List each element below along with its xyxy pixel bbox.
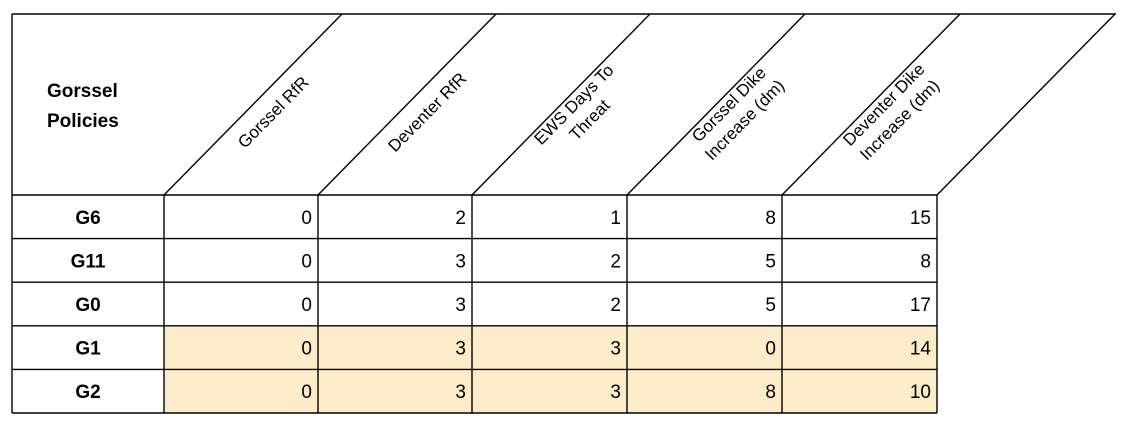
- table-cell: 10: [910, 382, 931, 403]
- table-cell: 1: [610, 208, 621, 229]
- corner-label-line-2: Policies: [47, 111, 119, 132]
- table-cell: 0: [765, 339, 776, 360]
- table-cell: 5: [765, 251, 776, 272]
- table-cell: 2: [610, 251, 621, 272]
- table-cell: 0: [301, 382, 312, 403]
- corner-header: Gorssel Policies: [47, 81, 119, 132]
- table-cell: 0: [301, 295, 312, 316]
- header-slant-line: [163, 13, 343, 196]
- table-cell: 3: [610, 382, 621, 403]
- table-cell: 3: [455, 295, 466, 316]
- table-row: G6 0 2 1 8 15: [75, 208, 931, 229]
- table-cell: 3: [455, 339, 466, 360]
- table-body: G6 0 2 1 8 15 G11 0 3 2 5 8 G0 0 3 2 5 17 G1 0 3 3 0 14 G2 0 3 3 8 10: [71, 208, 932, 403]
- table-cell: 3: [455, 251, 466, 272]
- column-header-2: Deventer RfR: [384, 69, 470, 156]
- table-cell: 8: [920, 251, 931, 272]
- header-slant-line: [626, 13, 806, 196]
- row-label: G2: [75, 382, 100, 403]
- table-cell: 8: [765, 208, 776, 229]
- table-cell: 2: [455, 208, 466, 229]
- row-label: G0: [75, 295, 100, 316]
- highlight-fills: [164, 325, 937, 413]
- header-slant-line: [471, 13, 651, 196]
- table-cell: 8: [765, 382, 776, 403]
- row-label: G11: [71, 251, 106, 272]
- table-row: G1 0 3 3 0 14: [75, 339, 931, 360]
- table-cell: 3: [455, 382, 466, 403]
- table-cell: 0: [301, 339, 312, 360]
- column-header-text: Deventer RfR: [384, 69, 470, 156]
- row-label: G6: [75, 208, 100, 229]
- table-cell: 3: [610, 339, 621, 360]
- table-cell: 0: [301, 208, 312, 229]
- row-highlight: [164, 369, 937, 413]
- row-label: G1: [75, 339, 101, 360]
- table-grid-lines: [11, 13, 1116, 414]
- table-cell: 5: [765, 295, 776, 316]
- header-slant-line: [317, 13, 497, 196]
- column-headers: Gorssel RfR Deventer RfR EWS Days ToThreat…: [234, 60, 943, 165]
- header-slant-line: [936, 13, 1116, 196]
- table-row: G11 0 3 2 5 8: [71, 251, 931, 272]
- table-cell: 15: [910, 208, 931, 229]
- table-cell: 2: [610, 295, 621, 316]
- header-slant-line: [781, 13, 961, 196]
- corner-label-line-1: Gorssel: [47, 81, 118, 102]
- table-cell: 14: [910, 339, 932, 360]
- table-cell: 0: [301, 251, 312, 272]
- table-cell: 17: [910, 295, 931, 316]
- table-row: G2 0 3 3 8 10: [75, 382, 931, 403]
- row-highlight: [164, 325, 937, 370]
- table-row: G0 0 3 2 5 17: [75, 295, 931, 316]
